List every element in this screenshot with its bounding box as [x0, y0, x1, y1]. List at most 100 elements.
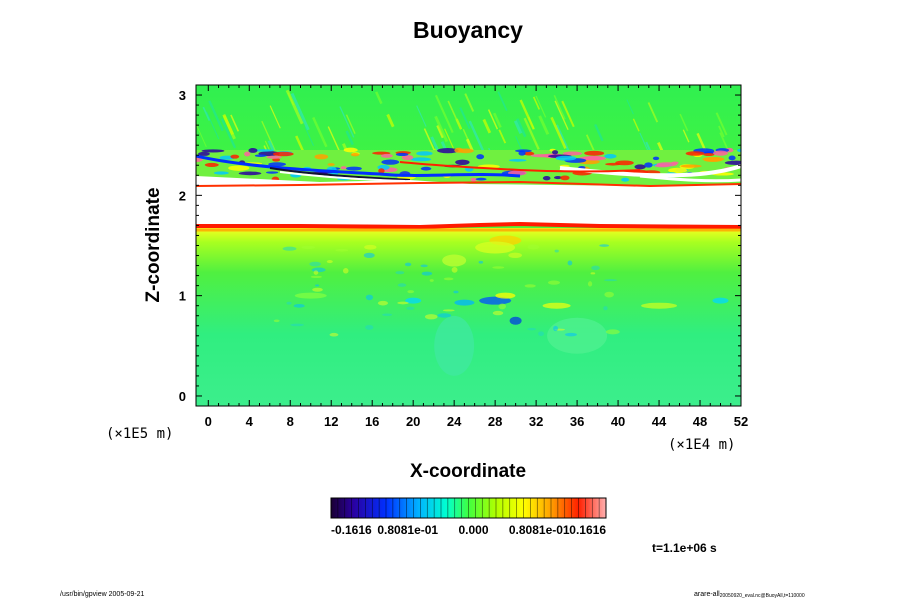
time-label: t=1.1e+06 s [652, 541, 717, 555]
wave-cell [346, 166, 362, 171]
upper-streak [516, 118, 527, 138]
lower-speck [365, 324, 374, 330]
lower-speck [282, 246, 297, 251]
wave-cell [201, 149, 225, 153]
upper-streak [295, 135, 305, 154]
wave-cell [552, 150, 559, 155]
x-tick-label: 16 [365, 414, 379, 429]
upper-streak [482, 118, 492, 134]
wave-cell [737, 148, 741, 152]
footer-left: /usr/bin/gpview 2005-09-21 [60, 591, 145, 598]
upper-streak [553, 95, 566, 120]
lower-speck [397, 283, 407, 287]
x-tick-label: 48 [693, 414, 707, 429]
wave-cell [652, 156, 660, 161]
upper-streak [487, 109, 499, 130]
lower-speck [567, 260, 573, 266]
upper-streak [222, 114, 234, 135]
wave-cell [523, 151, 535, 156]
wave-cell [703, 152, 715, 157]
colorbar-tick-label: 0.1616 [569, 523, 606, 537]
lower-patch [294, 292, 327, 299]
wave-streak [399, 161, 641, 173]
y-tick-label: 2 [179, 188, 186, 203]
lower-layer [196, 228, 741, 406]
upper-streak [594, 123, 604, 142]
upper-streak [535, 95, 547, 118]
lower-speck [604, 291, 614, 298]
upper-streak [561, 100, 575, 128]
upper-streak [632, 118, 640, 132]
upper-streak [196, 123, 207, 148]
wave-cell [266, 155, 282, 159]
upper-streak [345, 114, 356, 134]
lower-speck [508, 252, 523, 259]
footer-right: arare-all20050920_eval.nc@BuoyAll,t=1100… [694, 591, 805, 599]
wave-cell [253, 149, 274, 152]
lower-speck [591, 265, 600, 271]
lower-speck [363, 252, 375, 259]
wave-cell [562, 151, 582, 156]
lower-patch [475, 241, 516, 254]
upper-streak [464, 93, 475, 112]
wave-streak [639, 174, 741, 183]
wave-cell [272, 158, 281, 162]
lower-speck [311, 267, 326, 273]
footer-right-sub: 20050920_eval.nc@BuoyAll,t=110000 [720, 593, 805, 599]
lower-patch [442, 254, 467, 267]
lower-speck [492, 266, 505, 269]
upper-streak [497, 91, 508, 112]
upper-streak [523, 117, 540, 150]
wave-cell [579, 156, 604, 161]
lower-speck [424, 314, 438, 320]
wave-cell [272, 151, 294, 157]
lower-speck [286, 301, 292, 305]
x-tick-label: 24 [447, 414, 462, 429]
upper-streak [498, 129, 507, 144]
wave-cell [605, 162, 621, 166]
lower-speck [587, 281, 593, 287]
wave-cell [654, 164, 671, 168]
x-tick-labels: 0 4 8 12 16 20 24 28 32 36 40 44 48 52 [205, 414, 749, 429]
wave-cell [437, 147, 459, 154]
lower-speck [437, 313, 452, 318]
upper-streak [312, 117, 328, 148]
footer-right-main: arare-all [694, 591, 720, 598]
upper-streak [205, 111, 220, 140]
wave-cell [213, 171, 229, 175]
upper-streak [447, 100, 460, 125]
masked-gap [196, 186, 741, 226]
lower-speck [377, 300, 388, 306]
lower-speck [524, 284, 536, 288]
colorbar-tick-label: 0.8081e-01 [509, 523, 570, 537]
wave-cell [518, 150, 526, 156]
lower-patch [434, 315, 475, 376]
x-tick-label: 52 [734, 414, 748, 429]
wave-cell [475, 177, 487, 181]
wave-cell [724, 160, 741, 165]
wave-cell [728, 155, 736, 161]
upper-streak [416, 105, 427, 127]
wave-cell [584, 150, 605, 156]
lower-speck [420, 264, 428, 268]
upper-streak [492, 112, 502, 128]
lower-speck [553, 325, 558, 332]
wave-cell [372, 151, 391, 155]
wave-cell [668, 167, 688, 174]
wave-cell [198, 151, 210, 156]
upper-streak [434, 94, 454, 133]
lower-speck [478, 260, 484, 264]
lower-patch [479, 296, 512, 305]
wave-cell [395, 152, 409, 157]
upper-streak [220, 118, 237, 149]
lower-speck [538, 331, 544, 336]
upper-streak [345, 130, 354, 146]
wave-cell [410, 157, 432, 162]
wave-cell [401, 154, 414, 161]
lower-speck [309, 261, 322, 267]
wave-cell [244, 151, 251, 157]
wave-cell [680, 164, 702, 168]
x-tick-label: 20 [406, 414, 420, 429]
wave-cell [634, 164, 646, 170]
wave-cell [266, 171, 279, 174]
